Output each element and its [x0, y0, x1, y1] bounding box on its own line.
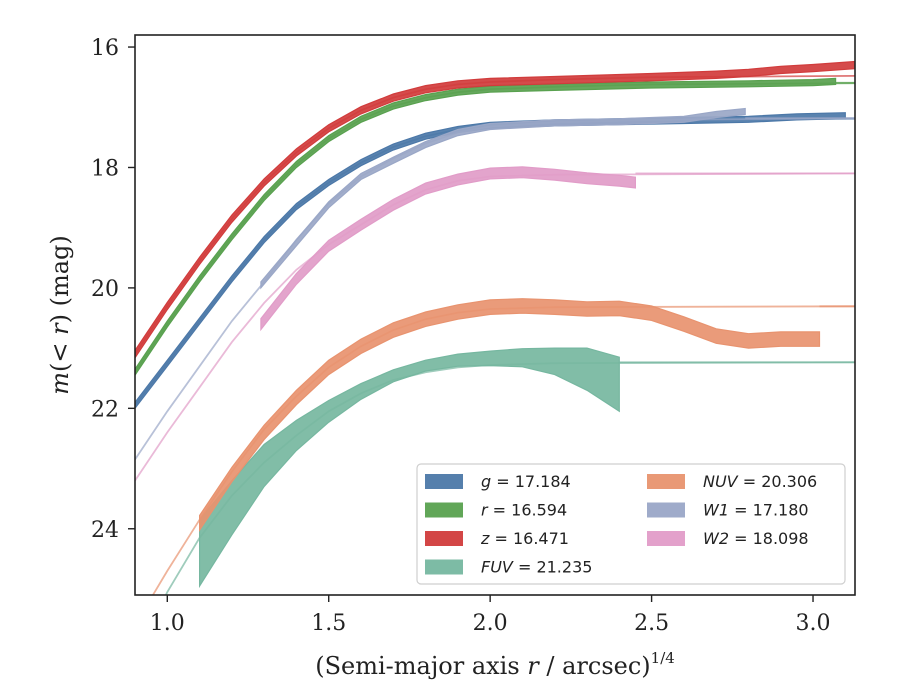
axes: 1.0 1.5 2.0 2.5 3.0 16 18 20 22 24 (Semi-major axi… — [46, 36, 831, 680]
legend-swatch-w1 — [647, 502, 685, 518]
legend-label-z: z = 16.471 — [480, 529, 569, 548]
legend-item-w2: W2 = 18.098 — [647, 529, 809, 548]
band-fuv — [199, 347, 620, 589]
legend-swatch-z — [425, 531, 463, 546]
series-nuv — [151, 298, 855, 595]
legend-label-nuv: NUV = 20.306 — [703, 472, 817, 491]
x-tick-label: 1.0 — [150, 611, 185, 636]
series-r — [135, 77, 855, 377]
legend-label-fuv: FUV = 21.235 — [481, 558, 592, 577]
legend-box — [416, 463, 846, 585]
band-w1 — [260, 107, 746, 290]
legend: g = 17.184 r = 16.594 z = 16.471 FUV = 21.2… — [416, 463, 846, 585]
legend-swatch-r — [425, 502, 463, 518]
band-z — [135, 60, 855, 359]
legend-item-g: g = 17.184 — [425, 472, 571, 491]
x-tick-label: 3.0 — [796, 611, 831, 636]
band-nuv — [199, 298, 821, 532]
band-r — [135, 77, 837, 377]
series-fuv — [164, 347, 855, 595]
legend-item-w1: W1 = 17.180 — [647, 501, 809, 520]
legend-label-g: g = 17.184 — [481, 472, 571, 491]
y-tick-label: 24 — [91, 518, 119, 543]
legend-item-r: r = 16.594 — [425, 501, 567, 520]
y-tick-label: 22 — [91, 397, 119, 422]
x-axis-label: (Semi-major axis r / arcsec)1/4 — [315, 649, 675, 680]
x-tick-label: 1.5 — [311, 611, 346, 636]
legend-swatch-fuv — [425, 559, 463, 575]
y-tick-label: 18 — [91, 156, 119, 181]
y-tick-label: 20 — [91, 277, 119, 302]
legend-swatch-nuv — [647, 474, 685, 489]
legend-swatch-g — [425, 474, 463, 489]
legend-swatch-w2 — [647, 531, 685, 546]
series-w2 — [135, 166, 855, 482]
legend-item-fuv: FUV = 21.235 — [425, 558, 592, 577]
band-w2 — [260, 166, 636, 332]
plot-frame — [134, 34, 856, 596]
y-tick-label: 16 — [91, 36, 119, 61]
series-z — [135, 60, 855, 359]
legend-label-r: r = 16.594 — [481, 501, 567, 520]
legend-item-nuv: NUV = 20.306 — [647, 472, 817, 491]
plot-area — [135, 60, 855, 595]
x-tick-label: 2.5 — [634, 611, 669, 636]
y-axis-label: m(< r) (mag) — [46, 235, 74, 395]
legend-label-w2: W2 = 18.098 — [703, 529, 809, 548]
series-w1 — [135, 107, 855, 461]
x-tick-label: 2.0 — [473, 611, 508, 636]
legend-label-w1: W1 = 17.180 — [703, 501, 809, 520]
legend-item-z: z = 16.471 — [425, 529, 569, 548]
